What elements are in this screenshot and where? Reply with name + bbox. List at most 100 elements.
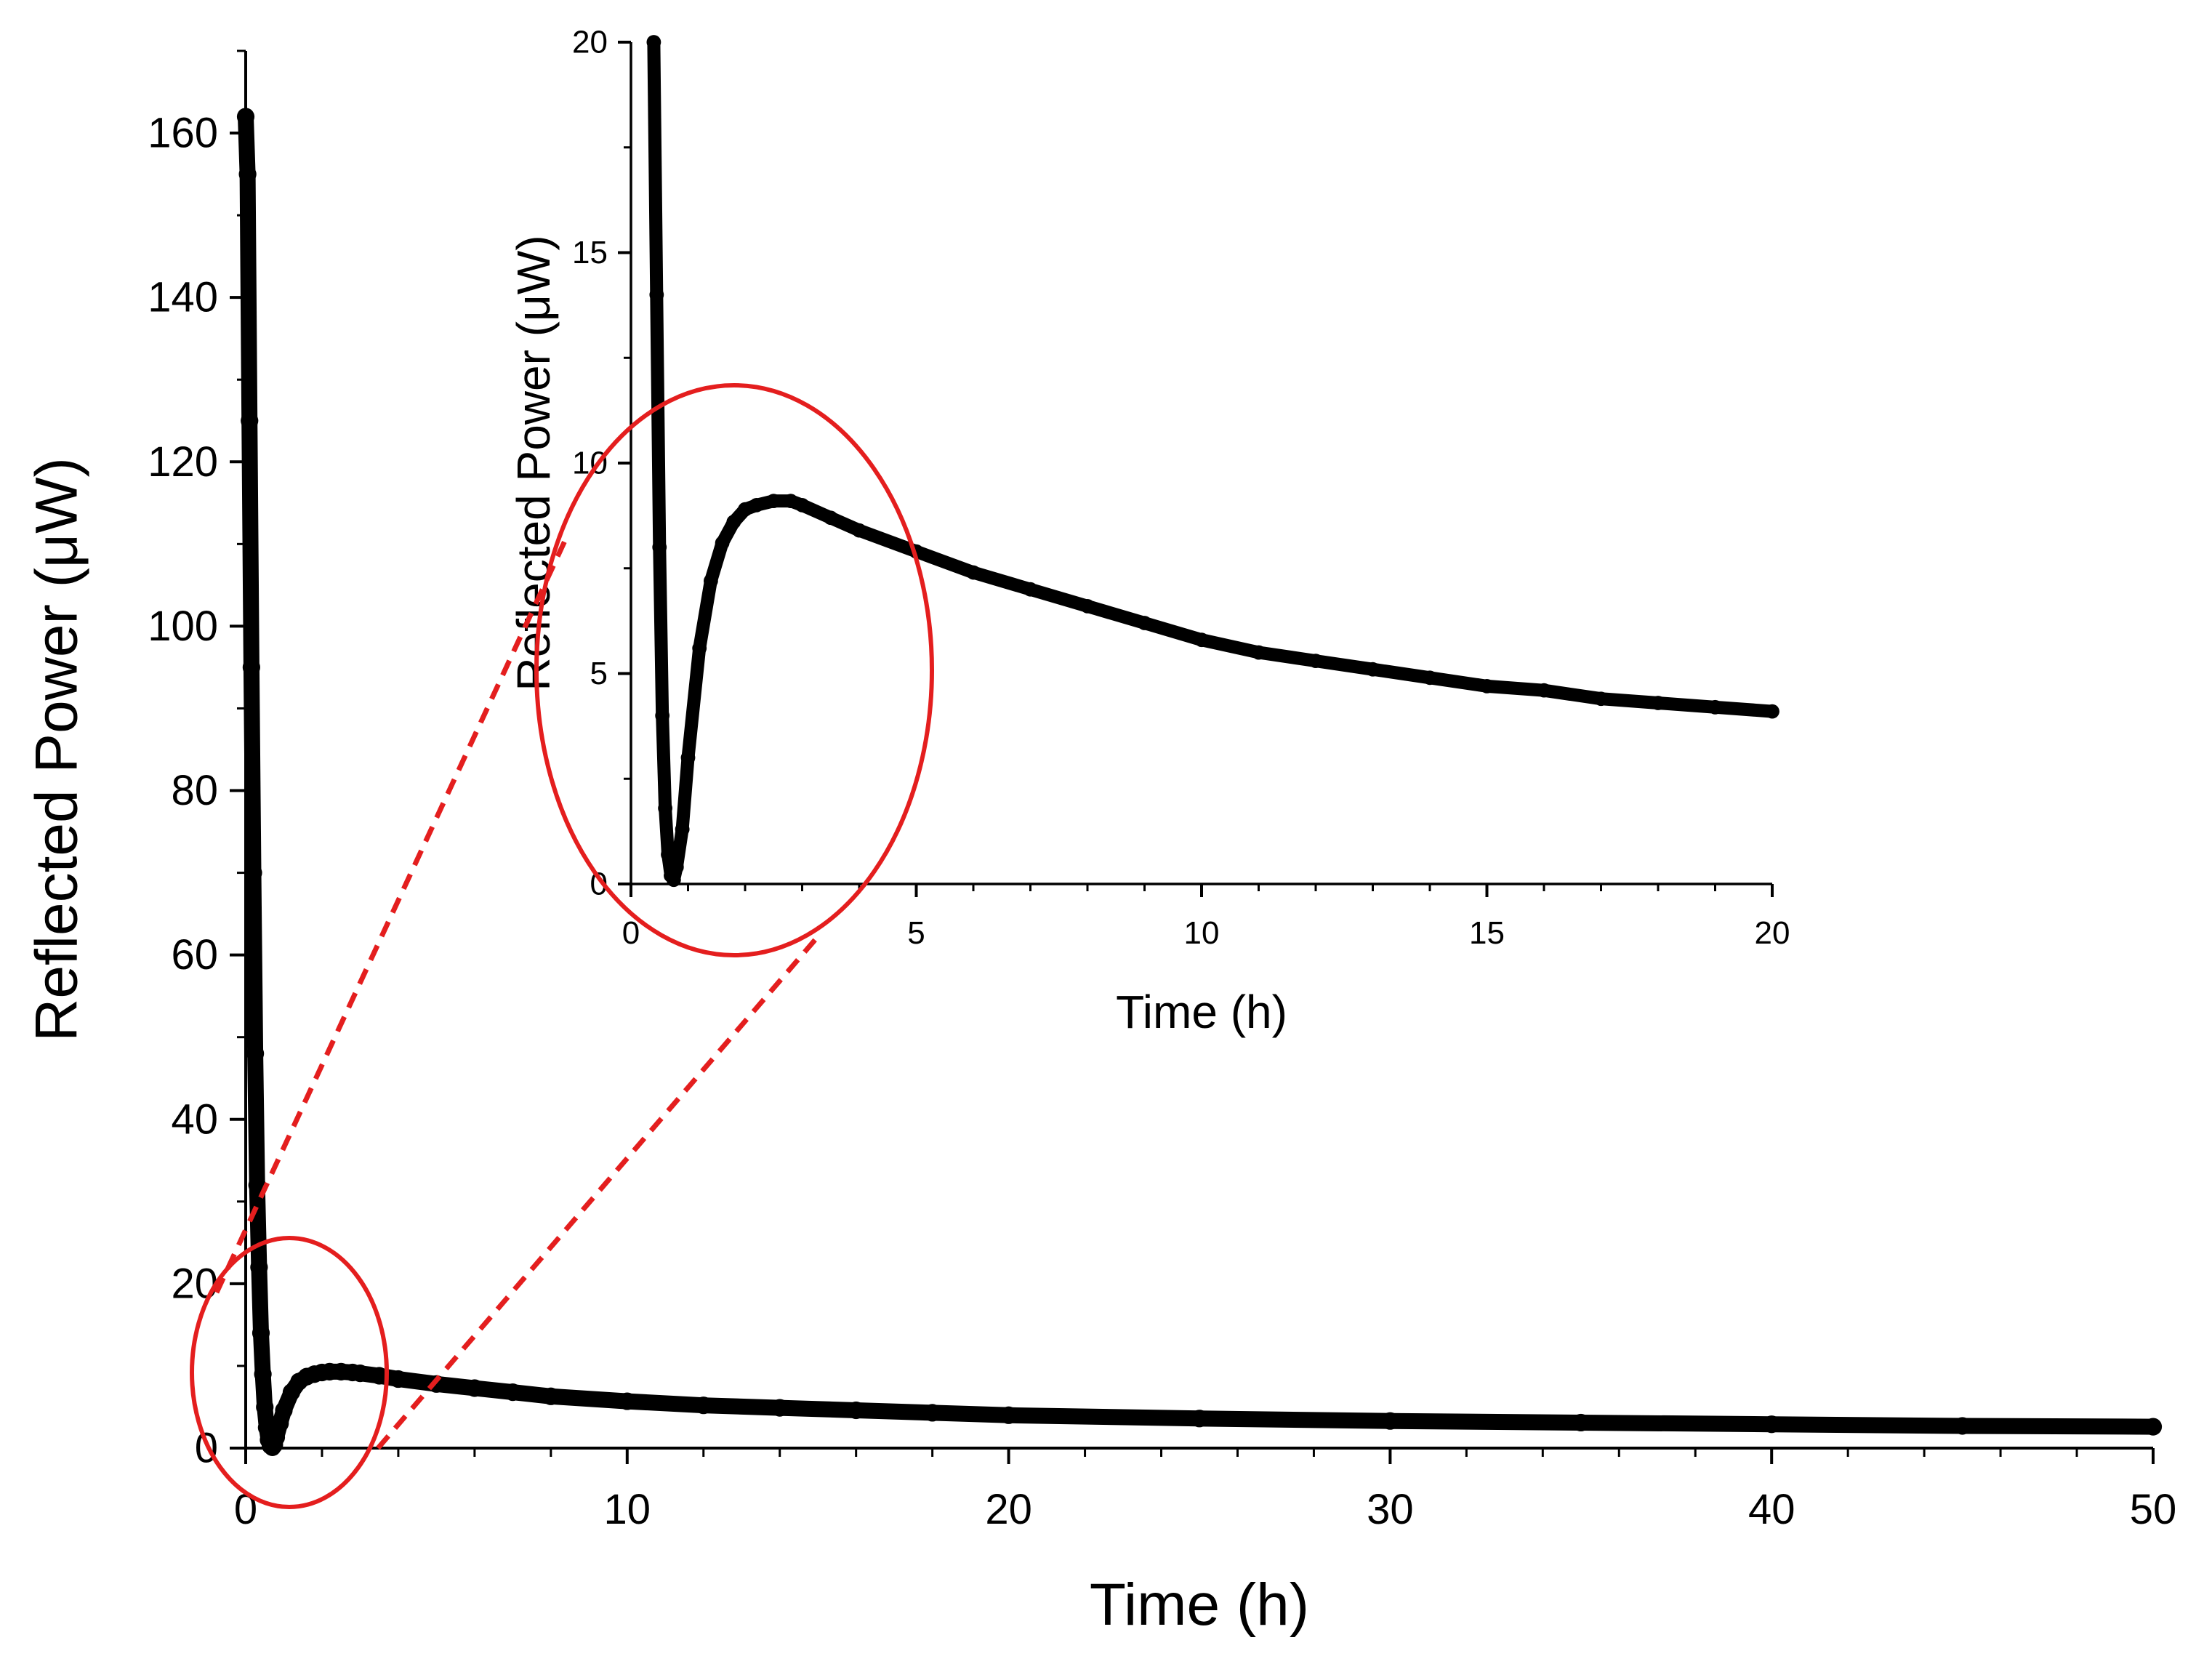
main-y-tick-label: 120: [148, 438, 218, 486]
main-data-point: [252, 1324, 270, 1342]
main-x-tick-label: 20: [985, 1486, 1032, 1533]
inset-data-point: [655, 708, 670, 723]
inset-data-point: [749, 498, 764, 513]
main-y-tick-label: 160: [148, 110, 218, 157]
main-x-tick-label: 30: [1367, 1486, 1414, 1533]
main-data-point: [244, 864, 262, 882]
main-data-point: [923, 1404, 941, 1422]
main-data-point: [238, 165, 257, 183]
main-y-tick-label: 60: [171, 931, 218, 978]
main-data-point: [267, 1428, 286, 1447]
zoom-connector-upper: [214, 538, 568, 1294]
inset-data-point: [795, 498, 810, 513]
zoom-annotations: [190, 383, 934, 1509]
main-x-tick-label: 50: [2130, 1486, 2177, 1533]
zoom-connector-lower: [376, 937, 818, 1450]
inset-y-axis-label: Reflected Power (μW): [507, 235, 560, 691]
inset-background: [624, 35, 1787, 891]
main-y-tick-label: 40: [171, 1096, 218, 1143]
main-data-point: [1190, 1410, 1209, 1428]
main-x-tick-label: 40: [1748, 1486, 1795, 1533]
inset-x-axis-label: Time (h): [1116, 986, 1287, 1038]
inset-x-tick-label: 5: [907, 915, 925, 951]
main-data-point: [275, 1401, 293, 1420]
inset-data-point: [738, 502, 752, 517]
main-data-point: [694, 1396, 712, 1415]
inset-data-point: [658, 800, 672, 816]
inset-data-point: [766, 494, 781, 509]
inset-data-point: [669, 859, 684, 875]
inset-data-point: [652, 539, 667, 555]
main-data-point: [465, 1379, 483, 1397]
main-data-point: [2144, 1418, 2163, 1436]
inset-x-tick-label: 15: [1469, 915, 1505, 951]
main-x-tick-label: 10: [604, 1486, 651, 1533]
inset-data-point: [692, 640, 707, 656]
inset-y-tick-label: 15: [572, 235, 608, 270]
inset-data-point: [1365, 662, 1380, 677]
inset-data-point: [783, 494, 798, 509]
main-data-point: [1000, 1406, 1018, 1424]
main-data-point: [241, 411, 259, 430]
inset-data-point: [1479, 678, 1495, 694]
inset-data-point: [1537, 683, 1551, 698]
main-data-point: [1381, 1412, 1399, 1430]
inset-data-point: [649, 287, 664, 302]
inset-y-tick-label: 5: [590, 656, 608, 691]
inset-series-layer: [646, 35, 1779, 888]
inset-data-point: [852, 523, 866, 538]
inset-data-point: [675, 821, 690, 837]
main-series-layer: [236, 108, 2163, 1456]
main-data-point: [250, 1258, 268, 1277]
main-y-tick-label: 80: [171, 767, 218, 814]
inset-x-tick-label: 10: [1184, 915, 1220, 951]
main-data-point: [847, 1401, 865, 1420]
inset-data-point: [1765, 704, 1779, 719]
inset-data-point: [966, 565, 981, 580]
main-data-point: [1953, 1417, 1971, 1435]
main-data-point: [370, 1367, 388, 1385]
inset-data-point: [646, 35, 661, 49]
inset-data-point: [1708, 699, 1723, 715]
main-data-point: [256, 1398, 274, 1416]
inset-data-point: [823, 510, 838, 526]
main-x-axis-label: Time (h): [1090, 1572, 1309, 1638]
main-data-point: [254, 1365, 272, 1383]
inset-data-point: [715, 536, 730, 550]
main-data-point: [1763, 1415, 1781, 1434]
main-data-point: [248, 1176, 266, 1194]
inset-data-point: [1308, 654, 1323, 669]
main-data-point: [618, 1392, 636, 1410]
inset-x-tick-label: 20: [1755, 915, 1790, 951]
main-data-point: [542, 1387, 560, 1405]
inset-data-point: [726, 515, 741, 529]
main-y-tick-label: 100: [148, 603, 218, 650]
main-highlight-ellipse: [190, 1236, 389, 1509]
inset-data-point: [1080, 598, 1095, 614]
inset-highlight-ellipse: [534, 383, 934, 957]
main-data-point: [1572, 1413, 1590, 1432]
main-y-axis-label: Reflected Power (μW): [24, 457, 90, 1042]
inset-data-point: [704, 574, 718, 589]
inset-data-point: [1423, 670, 1437, 686]
main-data-point: [504, 1383, 522, 1402]
main-data-point: [771, 1399, 789, 1417]
inset-data-point: [1593, 691, 1609, 707]
inset-data-point: [1023, 582, 1038, 597]
inset-data-point: [661, 847, 675, 862]
main-data-point: [246, 1045, 265, 1063]
inset-data-point: [1137, 616, 1152, 630]
inset-data-point: [1651, 696, 1665, 710]
inset-data-point: [1194, 632, 1209, 648]
main-y-tick-label: 20: [171, 1260, 218, 1307]
inset-y-tick-label: 20: [572, 25, 608, 60]
main-data-point: [351, 1365, 369, 1383]
inset-data-point: [680, 750, 696, 765]
main-data-point: [389, 1370, 408, 1388]
